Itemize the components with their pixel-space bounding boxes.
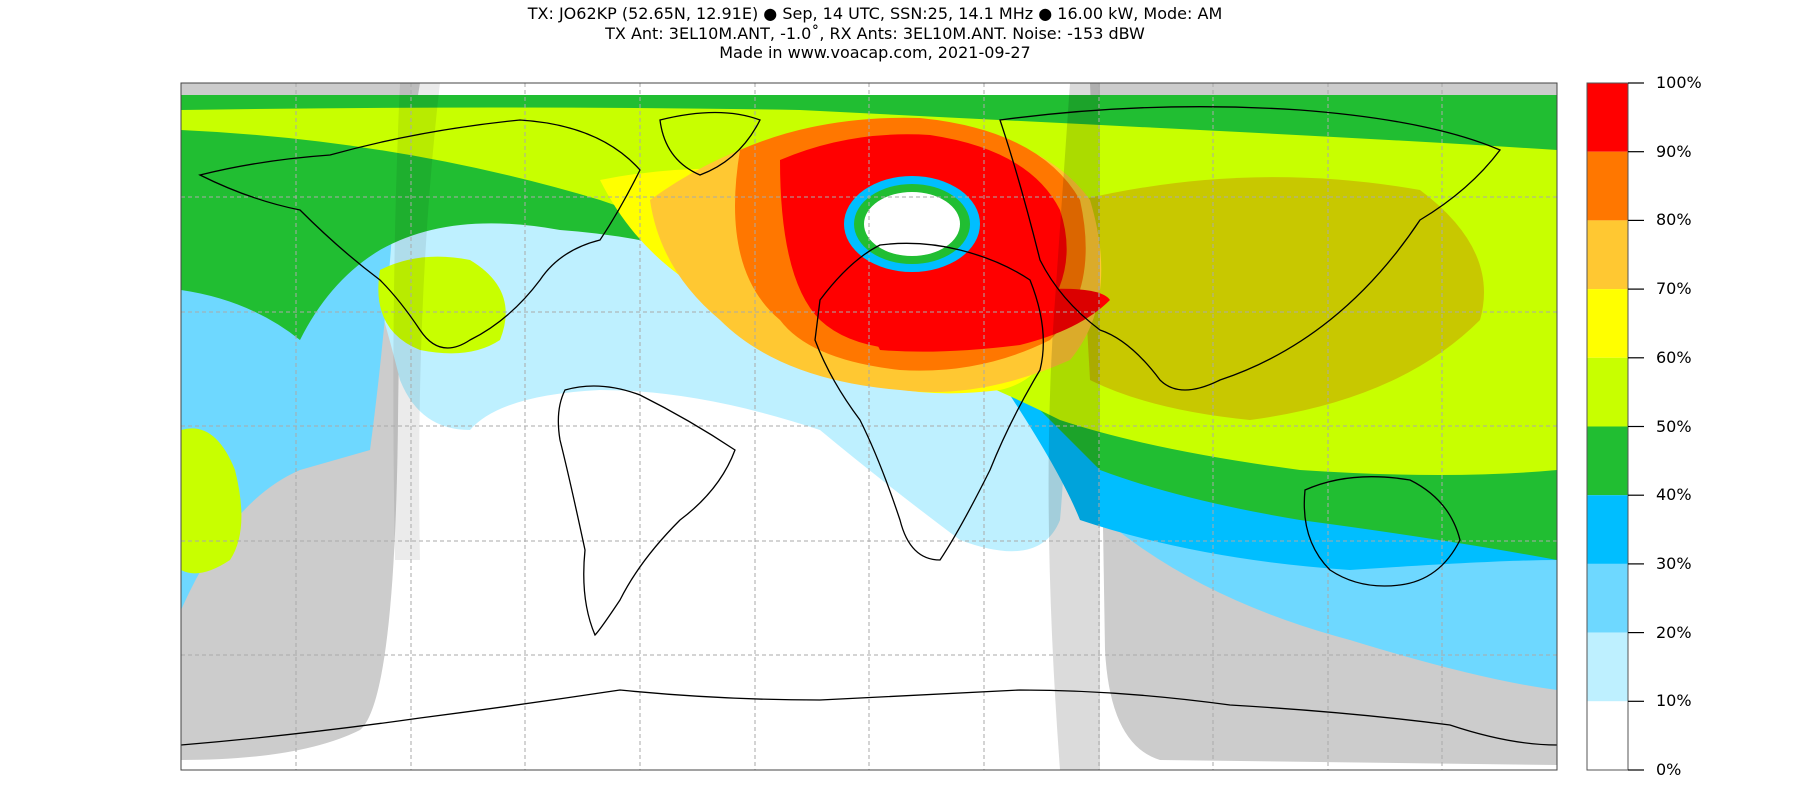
colorbar-tick-label: 10% bbox=[1656, 691, 1692, 711]
colorbar-swatch bbox=[1587, 563, 1628, 633]
map-frame bbox=[180, 82, 1558, 771]
coast-antarctica bbox=[181, 689, 1557, 746]
band-90pct-middle-east bbox=[870, 288, 1110, 352]
coast-north-america bbox=[198, 119, 641, 349]
colorbar bbox=[1586, 82, 1644, 771]
colorbar-swatch bbox=[1587, 151, 1628, 221]
colorbar-tick-label: 60% bbox=[1656, 347, 1692, 367]
skip-zone-center bbox=[864, 192, 960, 256]
band-60pct-asia bbox=[1080, 177, 1484, 420]
coastlines bbox=[181, 106, 1557, 746]
coast-australia bbox=[1303, 476, 1461, 587]
colorbar-swatch bbox=[1587, 357, 1628, 427]
band-50pct-south-america-side bbox=[378, 256, 506, 354]
colorbar-tick-label: 90% bbox=[1656, 141, 1692, 161]
title-line-1: TX: JO62KP (52.65N, 12.91E) ● Sep, 14 UT… bbox=[527, 4, 1223, 23]
map-header: TX: JO62KP (52.65N, 12.91E) ● Sep, 14 UT… bbox=[0, 4, 1750, 63]
title-line-3: Made in www.voacap.com, 2021-09-27 bbox=[719, 43, 1031, 62]
coast-south-america bbox=[557, 385, 736, 637]
colorbar-swatch bbox=[1587, 289, 1628, 358]
colorbar-tick-label: 100% bbox=[1656, 73, 1702, 92]
colorbar-tick-label: 40% bbox=[1656, 485, 1692, 505]
colorbar-tick-label: 80% bbox=[1656, 210, 1692, 230]
colorbar-swatch bbox=[1587, 495, 1628, 564]
coast-europe-africa bbox=[814, 242, 1044, 561]
twilight-band bbox=[1048, 83, 1100, 770]
colorbar-tick-label: 0% bbox=[1656, 760, 1682, 779]
colorbar-tick-label: 30% bbox=[1656, 553, 1692, 573]
colorbar-swatch bbox=[1587, 83, 1628, 152]
band-50pct-pacific bbox=[181, 428, 242, 574]
coast-greenland bbox=[659, 111, 761, 176]
colorbar-swatch bbox=[1587, 701, 1628, 770]
twilight-band-west bbox=[393, 83, 440, 560]
title-line-2: TX Ant: 3EL10M.ANT, -1.0˚, RX Ants: 3EL1… bbox=[605, 23, 1145, 43]
colorbar-tick-label: 50% bbox=[1656, 416, 1692, 436]
colorbar-swatch bbox=[1587, 220, 1628, 290]
colorbar-tick-label: 20% bbox=[1656, 622, 1692, 642]
coast-asia bbox=[999, 106, 1502, 391]
colorbar-swatch bbox=[1587, 632, 1628, 702]
colorbar-swatch bbox=[1587, 426, 1628, 496]
graticule bbox=[181, 83, 1557, 770]
map-plot-area bbox=[181, 83, 1557, 770]
colorbar-tick-label: 70% bbox=[1656, 279, 1692, 299]
